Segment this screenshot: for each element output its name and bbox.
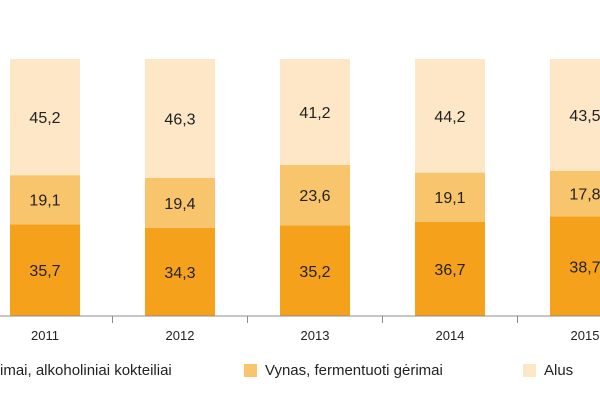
legend-swatch-beer [523, 364, 536, 377]
bar-segment [415, 221, 485, 316]
data-labels-layer: 35,7 19,1 45,2 34,3 19,4 46,3 35,2 23,6 41,2 36,7… [29, 105, 600, 282]
bar-segment [415, 172, 485, 222]
legend: rimai, alkoholiniai kokteiliai Vynas, fe… [0, 362, 600, 386]
data-label: 38,7 [569, 259, 600, 276]
data-label: 34,3 [164, 265, 195, 282]
bar-segment [10, 224, 80, 316]
legend-label-wine: Vynas, fermentuoti gėrimai [265, 362, 443, 379]
legend-label-spirits: rimai, alkoholiniai kokteiliai [0, 362, 172, 379]
x-tick-label: 2013 [301, 328, 330, 343]
bar-segment [280, 164, 350, 226]
data-label: 19,4 [164, 196, 195, 213]
data-label: 19,1 [29, 193, 60, 210]
x-tick-label: 2012 [166, 328, 195, 343]
bar-segment [550, 59, 600, 171]
data-label: 35,7 [29, 263, 60, 280]
x-axis: 2011 2012 2013 2014 2015 [0, 315, 600, 343]
data-label: 41,2 [299, 105, 330, 122]
bar-segment [10, 175, 80, 225]
data-label: 36,7 [434, 262, 465, 279]
data-label: 35,2 [299, 264, 330, 281]
legend-item-beer: Alus [523, 362, 573, 379]
x-tick-label: 2011 [31, 328, 59, 343]
data-label: 19,1 [434, 190, 465, 207]
bar-segment [145, 177, 215, 228]
x-tick-label: 2015 [571, 328, 600, 343]
bar-segment [145, 227, 215, 316]
bar-segment [550, 216, 600, 316]
data-label: 45,2 [29, 110, 60, 127]
data-label: 44,2 [434, 109, 465, 126]
legend-label-beer: Alus [544, 362, 574, 379]
x-tick-label: 2014 [436, 328, 465, 343]
legend-swatch-wine [244, 364, 257, 377]
data-label: 17,8 [569, 187, 600, 204]
bar-segment [280, 225, 350, 316]
bar-segment [10, 59, 80, 176]
data-label: 46,3 [164, 111, 195, 128]
data-label: 43,5 [569, 108, 600, 125]
legend-item-spirits: rimai, alkoholiniai kokteiliai [0, 362, 172, 379]
bar-segment [145, 59, 215, 178]
bar-segment [415, 59, 485, 173]
data-label: 23,6 [299, 188, 330, 205]
legend-item-wine: Vynas, fermentuoti gėrimai [244, 362, 443, 379]
bars-layer [10, 59, 600, 316]
bar-segment [550, 170, 600, 217]
bar-segment [280, 59, 350, 165]
